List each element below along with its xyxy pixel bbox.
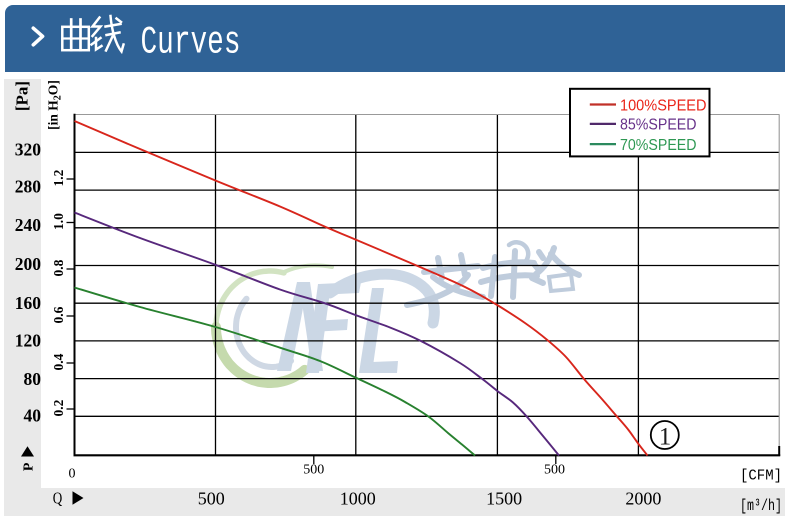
svg-text:0.6: 0.6 (51, 306, 66, 323)
svg-text:2000: 2000 (625, 489, 661, 509)
svg-text:70%SPEED: 70%SPEED (620, 137, 697, 154)
svg-text:200: 200 (15, 254, 42, 274)
svg-text:1.0: 1.0 (51, 213, 66, 230)
svg-text:40: 40 (24, 406, 42, 426)
svg-text:320: 320 (15, 140, 42, 160)
svg-text:0.8: 0.8 (51, 259, 66, 276)
svg-text:1: 1 (659, 424, 672, 451)
svg-text:0.4: 0.4 (51, 353, 66, 370)
svg-text:500: 500 (198, 489, 225, 509)
svg-text:500: 500 (544, 463, 565, 478)
svg-text:500: 500 (303, 463, 324, 478)
svg-text:120: 120 (15, 331, 42, 351)
svg-text:[m³/h]: [m³/h] (740, 497, 782, 515)
svg-text:160: 160 (15, 293, 42, 313)
svg-text:100%SPEED: 100%SPEED (620, 97, 707, 114)
svg-text:1500: 1500 (486, 489, 522, 509)
svg-text:[in H2O]: [in H2O] (46, 80, 64, 130)
svg-text:0.2: 0.2 (51, 399, 66, 416)
svg-text:Q: Q (53, 489, 63, 508)
svg-text:80: 80 (24, 369, 42, 389)
svg-text:Curves: Curves (141, 21, 241, 65)
svg-text:85%SPEED: 85%SPEED (620, 117, 697, 134)
svg-text:0: 0 (69, 467, 76, 482)
svg-text:280: 280 (15, 177, 42, 197)
svg-text:[CFM]: [CFM] (740, 469, 782, 485)
svg-text:1000: 1000 (340, 489, 376, 509)
svg-text:1.2: 1.2 (51, 169, 66, 186)
svg-text:[Pa]: [Pa] (13, 81, 32, 111)
svg-text:240: 240 (15, 215, 42, 235)
svg-text:P: P (22, 462, 37, 471)
